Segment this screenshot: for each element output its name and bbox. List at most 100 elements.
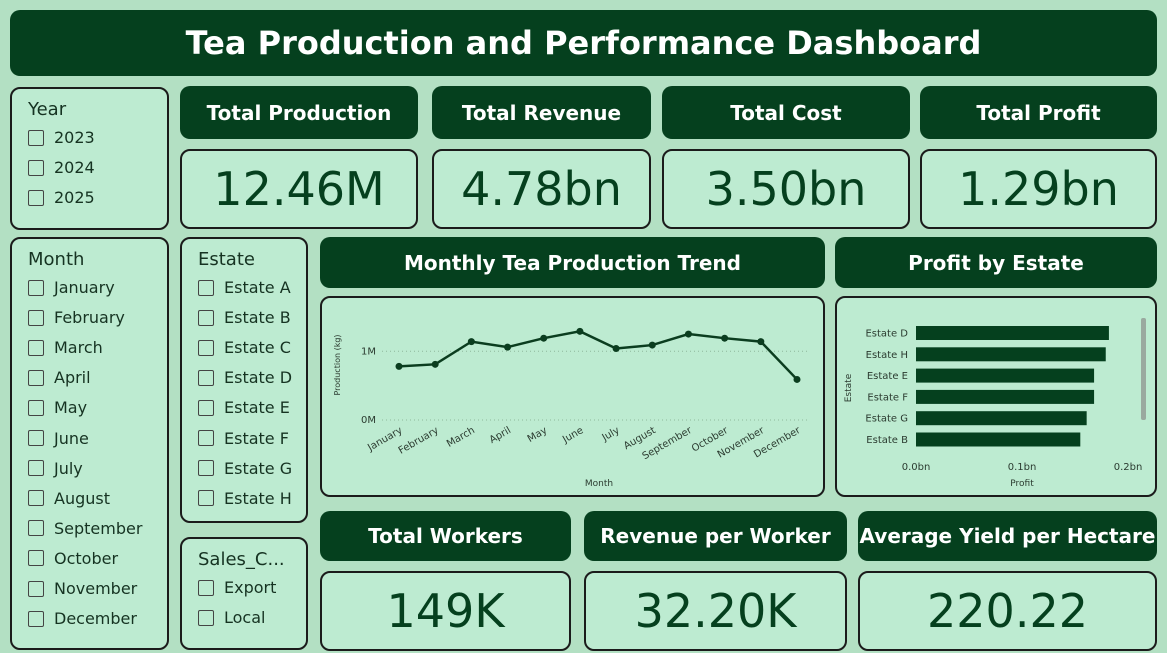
checkbox[interactable] [198, 369, 214, 386]
slicer-item-label: July [54, 458, 83, 478]
checkbox[interactable] [28, 490, 44, 507]
kpi-value: 4.78bn [432, 149, 651, 229]
checkbox[interactable] [28, 309, 44, 326]
slicer-item[interactable]: August [28, 489, 110, 508]
slicer-item[interactable]: Estate B [198, 308, 291, 327]
bar [916, 432, 1081, 447]
x-tick-label: July [600, 425, 622, 444]
point [504, 343, 512, 351]
y-tick-label: 0M [361, 415, 376, 426]
kpi-value: 32.20K [584, 571, 847, 651]
slicer-title: Estate [198, 249, 255, 270]
slicer-item-label: Estate C [224, 338, 291, 358]
slicer-item[interactable]: 2024 [28, 158, 95, 177]
checkbox[interactable] [198, 490, 214, 507]
point [540, 334, 548, 342]
checkbox[interactable] [28, 339, 44, 356]
slicer-item[interactable]: Estate D [198, 368, 292, 387]
point [648, 341, 656, 349]
slicer-item-label: January [54, 278, 115, 297]
bar [916, 368, 1095, 383]
slicer-item[interactable]: Estate E [198, 398, 290, 417]
slicer-item-label: Estate G [224, 458, 293, 478]
bar [916, 389, 1095, 404]
slicer-title: Month [28, 249, 85, 270]
kpi-value: 1.29bn [920, 149, 1157, 229]
slicer-item[interactable]: March [28, 338, 103, 357]
x-tick-label: March [445, 425, 477, 450]
x-axis-title: Month [585, 479, 613, 489]
slicer-item-label: September [54, 518, 143, 538]
slicer-item[interactable]: November [28, 579, 137, 598]
slicer-item-label: Estate F [224, 428, 289, 448]
y-tick-label: Estate F [867, 392, 908, 403]
slicer-item[interactable]: May [28, 398, 87, 417]
slicer-item[interactable]: December [28, 609, 137, 628]
point [612, 345, 620, 352]
slicer-item[interactable]: July [28, 459, 83, 478]
checkbox[interactable] [28, 279, 44, 296]
point [395, 362, 403, 370]
checkbox[interactable] [198, 339, 214, 356]
dashboard-title: Tea Production and Performance Dashboard [10, 10, 1157, 76]
checkbox[interactable] [28, 520, 44, 537]
slicer-item[interactable]: 2023 [28, 128, 95, 147]
point [467, 338, 475, 346]
slicer-item-label: Estate B [224, 308, 291, 328]
checkbox[interactable] [198, 399, 214, 416]
checkbox[interactable] [198, 279, 214, 296]
checkbox[interactable] [28, 550, 44, 567]
slicer-item[interactable]: June [28, 429, 89, 448]
x-tick-label: 0.1bn [1008, 462, 1037, 473]
slicer-item-label: Estate E [224, 398, 290, 418]
checkbox[interactable] [198, 309, 214, 326]
slicer-item-label: Estate A [224, 278, 291, 297]
kpi-title: Total Revenue [432, 86, 651, 139]
slicer-item[interactable]: February [28, 308, 125, 327]
checkbox[interactable] [28, 129, 44, 146]
slicer-item[interactable]: October [28, 549, 118, 568]
checkbox[interactable] [198, 430, 214, 446]
slicer-item[interactable]: Estate C [198, 338, 291, 357]
checkbox[interactable] [198, 609, 214, 626]
bar [916, 326, 1109, 340]
slicer-title: Year [28, 99, 67, 120]
checkbox[interactable] [28, 399, 44, 416]
checkbox[interactable] [28, 430, 44, 446]
slicer-item[interactable]: Estate H [198, 489, 292, 508]
slicer-item-label: 2025 [54, 188, 95, 208]
slicer-item[interactable]: April [28, 368, 91, 387]
checkbox[interactable] [28, 610, 44, 627]
point [793, 375, 801, 383]
slicer-item[interactable]: January [28, 278, 115, 297]
slicer-item[interactable]: Local [198, 608, 265, 627]
checkbox[interactable] [198, 460, 214, 477]
checkbox[interactable] [198, 579, 214, 596]
point [757, 338, 765, 346]
slicer: Year 2023 2024 2025 [10, 87, 169, 230]
kpi-value: 12.46M [180, 149, 418, 229]
line [398, 330, 798, 381]
point [721, 334, 729, 342]
y-tick-label: Estate G [865, 414, 908, 425]
x-tick-label: 0.0bn [902, 462, 931, 473]
slicer-item[interactable]: Estate G [198, 459, 292, 478]
checkbox[interactable] [28, 580, 44, 597]
y-tick-label: 1M [361, 346, 376, 357]
slicer-item[interactable]: Estate F [198, 429, 289, 448]
slicer-item[interactable]: Export [198, 578, 276, 597]
slicer-item-label: August [54, 488, 110, 508]
y-tick-label: Estate H [866, 350, 908, 361]
checkbox[interactable] [28, 369, 44, 386]
chart: 0.0bn 0.1bn 0.2bn Profit Estate Estate D Estat… [844, 318, 1146, 489]
slicer-item[interactable]: Estate A [198, 278, 291, 297]
checkbox[interactable] [28, 159, 44, 176]
x-tick-label: May [526, 425, 549, 445]
checkbox[interactable] [28, 189, 44, 206]
chart-card: 0M 1M Production (kg) Month January February M… [320, 296, 825, 497]
checkbox[interactable] [28, 460, 44, 477]
slicer-item[interactable]: September [28, 519, 142, 538]
slicer-item[interactable]: 2025 [28, 188, 95, 207]
